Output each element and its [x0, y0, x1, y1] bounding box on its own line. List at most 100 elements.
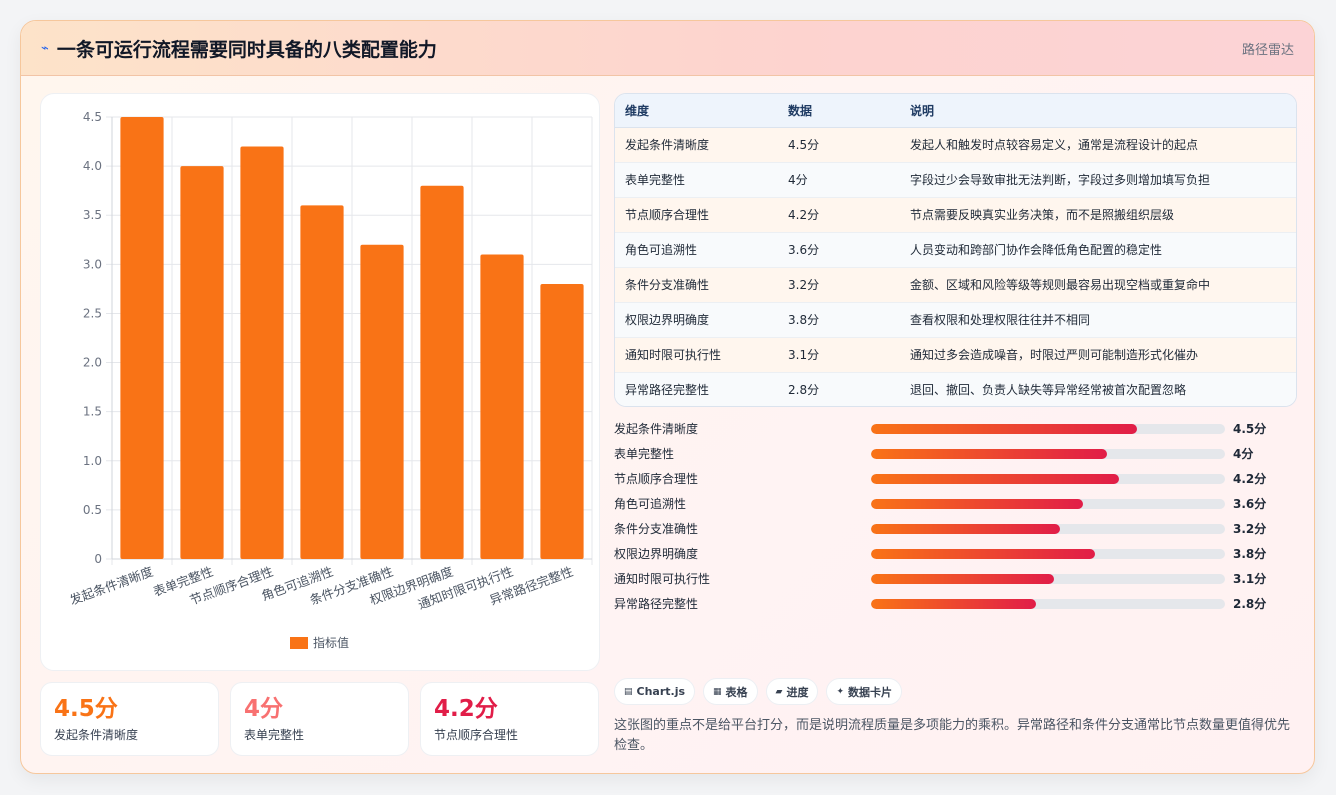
stat-value: 4.5分: [54, 696, 118, 722]
progress-row: 条件分支准确性 3.2分: [614, 516, 1297, 541]
progress-label: 权限边界明确度: [614, 547, 699, 561]
header-tag: 路径雷达: [1241, 42, 1294, 58]
y-tick-label: 3.5: [83, 208, 102, 222]
stat-label: 发起条件清晰度: [54, 728, 139, 742]
chart-bar: [360, 244, 404, 559]
progress-row: 节点顺序合理性 4.2分: [614, 466, 1297, 491]
progress-fill: [871, 599, 1037, 609]
progress-fill: [871, 574, 1054, 584]
column-header-description: 说明: [900, 94, 1296, 128]
progress-value: 4.2分: [1233, 472, 1267, 486]
stat-value: 4分: [244, 696, 284, 722]
progress-fill: [871, 524, 1060, 534]
table-icon: ▦: [713, 686, 722, 697]
progress-fill: [871, 449, 1107, 459]
progress-label: 发起条件清晰度: [614, 422, 699, 436]
table-cell-data: 4分: [778, 162, 900, 198]
chip-data-card[interactable]: ✦ 数据卡片: [826, 678, 903, 705]
progress-value: 3.6分: [1233, 497, 1267, 511]
progress-label: 表单完整性: [614, 447, 675, 461]
table-row: 节点顺序合理性 4.2分 节点需要反映真实业务决策，而不是照搬组织层级: [615, 197, 1296, 233]
progress-track: [871, 499, 1225, 509]
x-tick-label: 发起条件清晰度: [68, 564, 156, 608]
progress-track: [871, 424, 1225, 434]
table-cell-dimension: 节点顺序合理性: [615, 197, 778, 233]
dashboard-card: ⌁ 一条可运行流程需要同时具备的八类配置能力 路径雷达 0 0.5 1.0 1.5 2.…: [20, 20, 1315, 774]
table-row: 条件分支准确性 3.2分 金额、区域和风险等级等规则最容易出现空档或重复命中: [615, 267, 1296, 303]
column-header-data: 数据: [778, 94, 900, 128]
progress-row: 角色可追溯性 3.6分: [614, 491, 1297, 516]
y-tick-label: 4.5: [83, 110, 102, 124]
table-cell-dimension: 通知时限可执行性: [615, 337, 778, 373]
progress-label: 节点顺序合理性: [614, 472, 699, 486]
chart-bar: [120, 117, 164, 559]
table-row: 通知时限可执行性 3.1分 通知过多会造成噪音，时限过严则可能制造形式化催办: [615, 337, 1296, 373]
table-cell-data: 4.5分: [778, 127, 900, 163]
progress-label: 条件分支准确性: [614, 522, 699, 536]
y-tick-label: 0.5: [83, 503, 102, 517]
table-header-row: 维度 数据 说明: [615, 94, 1296, 128]
progress-track: [871, 599, 1225, 609]
progress-row: 通知时限可执行性 3.1分: [614, 566, 1297, 591]
progress-track: [871, 524, 1225, 534]
chip-progress[interactable]: ▰ 进度: [765, 678, 819, 705]
stat-card-3: 4.2分 节点顺序合理性: [420, 682, 599, 756]
progress-fill: [871, 474, 1119, 484]
stat-value: 4.2分: [434, 696, 498, 722]
y-tick-label: 3.0: [83, 257, 102, 271]
y-tick-label: 2.5: [83, 306, 102, 320]
table-cell-data: 3.6分: [778, 232, 900, 268]
table-cell-dimension: 表单完整性: [615, 162, 778, 198]
chip-label: Chart.js: [636, 685, 686, 698]
table-cell-description: 节点需要反映真实业务决策，而不是照搬组织层级: [900, 197, 1296, 233]
chart-bar: [480, 254, 524, 559]
table-row: 异常路径完整性 2.8分 退回、撤回、负责人缺失等异常经常被首次配置忽略: [615, 372, 1296, 406]
table-cell-data: 2.8分: [778, 372, 900, 406]
progress-value: 2.8分: [1233, 597, 1267, 611]
chart-bar: [420, 185, 464, 559]
progress-track: [871, 549, 1225, 559]
progress-fill: [871, 549, 1096, 559]
y-tick-label: 1.5: [83, 405, 102, 419]
table-row: 发起条件清晰度 4.5分 发起人和触发时点较容易定义，通常是流程设计的起点: [615, 127, 1296, 163]
table-cell-description: 发起人和触发时点较容易定义，通常是流程设计的起点: [900, 127, 1296, 163]
summary-note: 这张图的重点不是给平台打分，而是说明流程质量是多项能力的乘积。异常路径和条件分支…: [614, 718, 1291, 753]
chip-label: 进度: [786, 685, 809, 699]
data-table-panel: 维度 数据 说明 发起条件清晰度 4.5分 发起人和触发时点较容易定义，通常是流…: [614, 93, 1297, 407]
progress-fill: [871, 424, 1137, 434]
legend-label: 指标值: [313, 635, 349, 650]
chip-table[interactable]: ▦ 表格: [703, 678, 758, 705]
bar-chart-panel: 0 0.5 1.0 1.5 2.0 2.5 3.0 3.5 4.0 4.5 发起条件清晰度 表单完整性…: [40, 93, 600, 671]
table-cell-data: 3.8分: [778, 302, 900, 338]
chart-icon: ▤: [624, 686, 633, 697]
table-cell-data: 3.1分: [778, 337, 900, 373]
column-header-dimension: 维度: [615, 94, 778, 128]
progress-value: 3.2分: [1233, 522, 1267, 536]
chart-bar: [240, 146, 284, 559]
progress-label: 通知时限可执行性: [614, 572, 711, 586]
bar-chart: 00.51.01.52.02.53.03.54.04.5发起条件清晰度表单完整性…: [68, 110, 593, 650]
chip-chartjs[interactable]: ▤ Chart.js: [614, 678, 696, 705]
table-cell-description: 退回、撤回、负责人缺失等异常经常被首次配置忽略: [900, 372, 1296, 406]
table-cell-description: 人员变动和跨部门协作会降低角色配置的稳定性: [900, 232, 1296, 268]
table-cell-dimension: 权限边界明确度: [615, 302, 778, 338]
progress-row: 异常路径完整性 2.8分: [614, 591, 1297, 616]
table-cell-description: 金额、区域和风险等级等规则最容易出现空档或重复命中: [900, 267, 1296, 303]
page-title: 一条可运行流程需要同时具备的八类配置能力: [56, 38, 437, 61]
stat-card-1: 4.5分 发起条件清晰度: [40, 682, 219, 756]
progress-fill: [871, 499, 1084, 509]
table-cell-data: 3.2分: [778, 267, 900, 303]
progress-row: 表单完整性 4分: [614, 441, 1297, 466]
progress-list: 发起条件清晰度 4.5分 表单完整性 4分 节点顺序合理性 4.2分 角色可追溯…: [614, 416, 1297, 616]
stat-label: 节点顺序合理性: [434, 728, 519, 742]
chart-bar: [540, 283, 584, 559]
data-table: 维度 数据 说明 发起条件清晰度 4.5分 发起人和触发时点较容易定义，通常是流…: [615, 94, 1296, 406]
chip-label: 表格: [725, 685, 748, 699]
table-cell-dimension: 发起条件清晰度: [615, 127, 778, 163]
y-tick-label: 4.0: [83, 159, 102, 173]
progress-value: 3.8分: [1233, 547, 1267, 561]
table-cell-description: 字段过少会导致审批无法判断，字段过多则增加填写负担: [900, 162, 1296, 198]
table-cell-dimension: 异常路径完整性: [615, 372, 778, 406]
chip-label: 数据卡片: [848, 685, 893, 699]
title-wrap: ⌁ 一条可运行流程需要同时具备的八类配置能力: [41, 35, 437, 62]
